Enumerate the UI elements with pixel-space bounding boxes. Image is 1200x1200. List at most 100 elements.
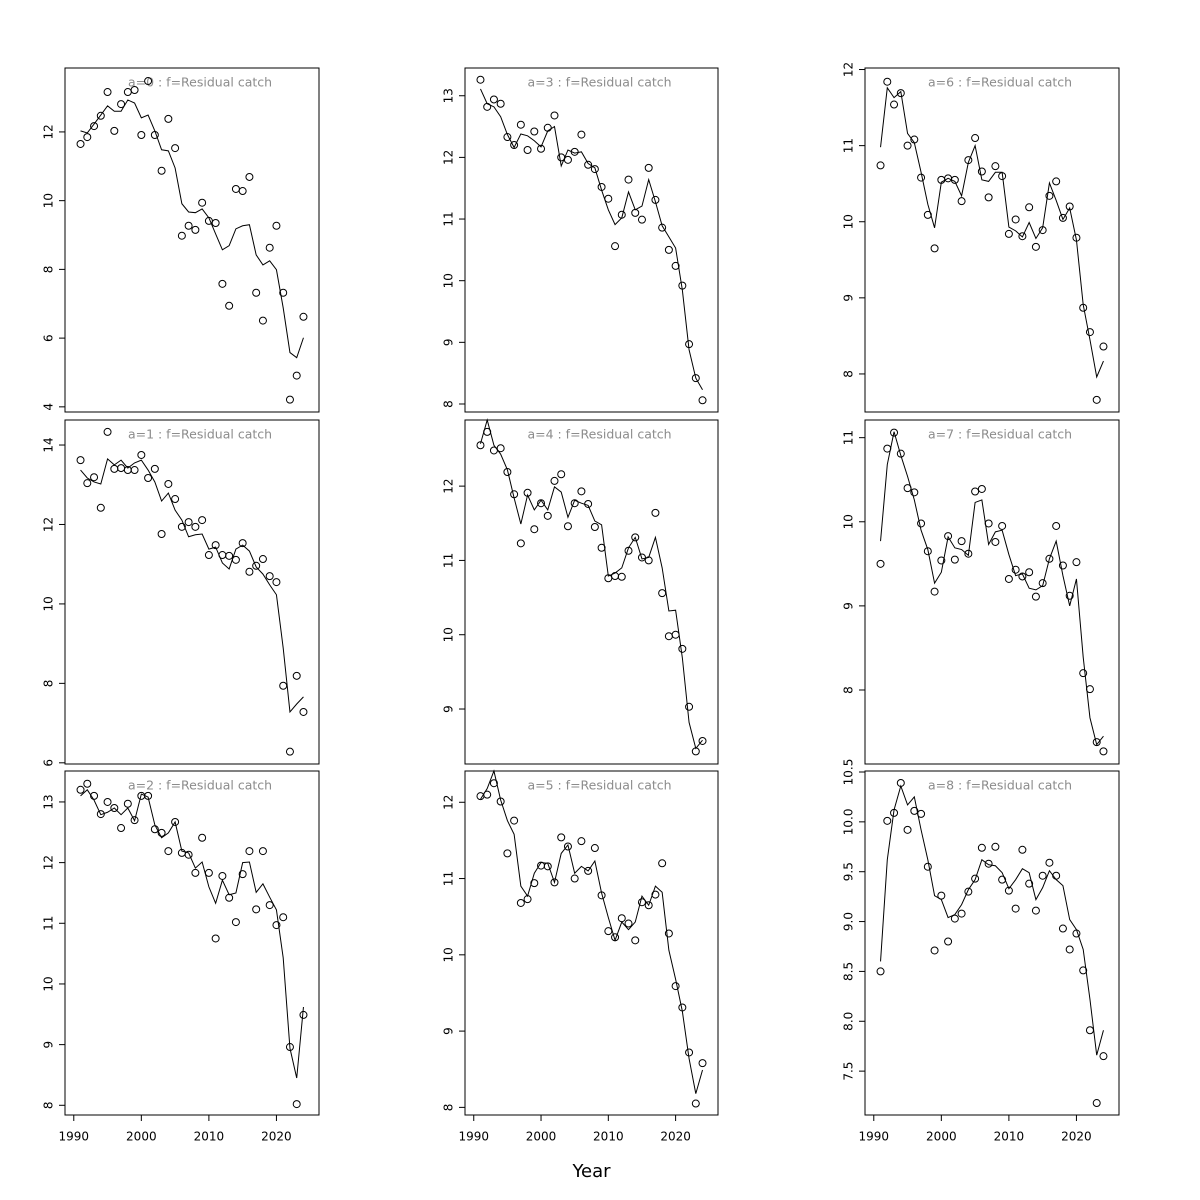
data-point	[678, 644, 687, 653]
data-point	[225, 301, 234, 310]
data-point	[1072, 558, 1081, 567]
data-point	[252, 561, 261, 570]
data-point	[957, 909, 966, 918]
data-point	[1045, 191, 1054, 200]
data-point	[130, 816, 139, 825]
data-point	[964, 887, 973, 896]
data-point	[537, 144, 546, 153]
x-tick-label: 2000	[126, 1130, 157, 1144]
data-point	[930, 946, 939, 955]
data-point	[231, 918, 240, 927]
data-point	[110, 464, 119, 473]
data-point	[930, 244, 939, 253]
data-point	[96, 810, 105, 819]
data-point	[103, 88, 112, 97]
data-point	[590, 844, 599, 853]
data-point	[584, 866, 593, 875]
data-point	[1085, 328, 1094, 337]
data-point	[245, 172, 254, 181]
data-point	[238, 870, 247, 879]
x-tick-label: 2000	[926, 1130, 957, 1144]
data-point	[90, 473, 99, 482]
data-point	[272, 921, 281, 930]
data-point	[1018, 572, 1027, 581]
data-point	[137, 450, 146, 459]
data-point	[265, 572, 274, 581]
y-tick-label: 11	[842, 430, 856, 445]
data-point	[299, 1010, 308, 1019]
data-point	[590, 522, 599, 531]
data-point	[984, 193, 993, 202]
data-point	[117, 464, 126, 473]
data-point	[1004, 886, 1013, 895]
data-point	[1004, 229, 1013, 238]
y-tick-label: 11	[42, 916, 56, 931]
data-point	[1058, 213, 1067, 222]
y-tick-label: 9	[842, 602, 856, 610]
data-point	[530, 879, 539, 888]
data-point	[123, 88, 132, 97]
panel-frame	[864, 419, 1120, 765]
y-tick-label: 9	[442, 339, 456, 347]
data-point	[1025, 879, 1034, 888]
y-tick-label: 11	[842, 138, 856, 153]
y-tick-label: 8	[442, 400, 456, 408]
data-point	[971, 134, 980, 143]
data-point	[1052, 521, 1061, 530]
data-point	[252, 288, 261, 297]
data-point	[1031, 242, 1040, 251]
data-point	[1038, 871, 1047, 880]
data-point	[923, 862, 932, 871]
data-point	[1099, 342, 1108, 351]
y-tick-label: 13	[442, 88, 456, 103]
x-tick-label: 1990	[458, 1130, 489, 1144]
data-point	[476, 441, 485, 450]
data-point	[1025, 203, 1034, 212]
data-point	[883, 816, 892, 825]
y-tick-label: 12	[442, 795, 456, 810]
data-point	[218, 279, 227, 288]
data-point	[150, 464, 159, 473]
y-tick-label: 10	[442, 627, 456, 642]
data-point	[1018, 232, 1027, 241]
data-point	[1058, 924, 1067, 933]
data-point	[977, 167, 986, 176]
fitted-line	[80, 789, 304, 1079]
data-point	[876, 967, 885, 976]
data-point	[883, 77, 892, 86]
data-point	[523, 145, 532, 154]
data-point	[957, 197, 966, 206]
data-point	[1052, 177, 1061, 186]
data-point	[117, 824, 126, 833]
data-point	[211, 218, 220, 227]
y-tick-label: 8.0	[842, 1012, 856, 1031]
data-point	[944, 937, 953, 946]
panel-frame	[64, 419, 320, 765]
data-point	[1099, 747, 1108, 756]
x-tick-label: 2000	[526, 1130, 557, 1144]
data-point	[1092, 738, 1101, 747]
data-point	[204, 868, 213, 877]
data-point	[664, 632, 673, 641]
panel-frame	[64, 770, 320, 1116]
y-tick-label: 14	[42, 437, 56, 452]
data-point	[530, 525, 539, 534]
panel-frame	[464, 419, 719, 765]
data-point	[218, 871, 227, 880]
data-point	[910, 488, 919, 497]
data-point	[644, 163, 653, 172]
data-point	[971, 487, 980, 496]
x-tick-label: 2010	[194, 1130, 225, 1144]
y-tick-label: 9	[442, 1027, 456, 1035]
data-point	[991, 537, 1000, 546]
data-point	[211, 934, 220, 943]
data-point	[489, 95, 498, 104]
data-point	[103, 797, 112, 806]
fitted-line	[80, 99, 304, 359]
data-point	[923, 547, 932, 556]
data-point	[272, 221, 281, 230]
data-point	[110, 126, 119, 135]
data-point	[563, 155, 572, 164]
data-point	[225, 551, 234, 560]
